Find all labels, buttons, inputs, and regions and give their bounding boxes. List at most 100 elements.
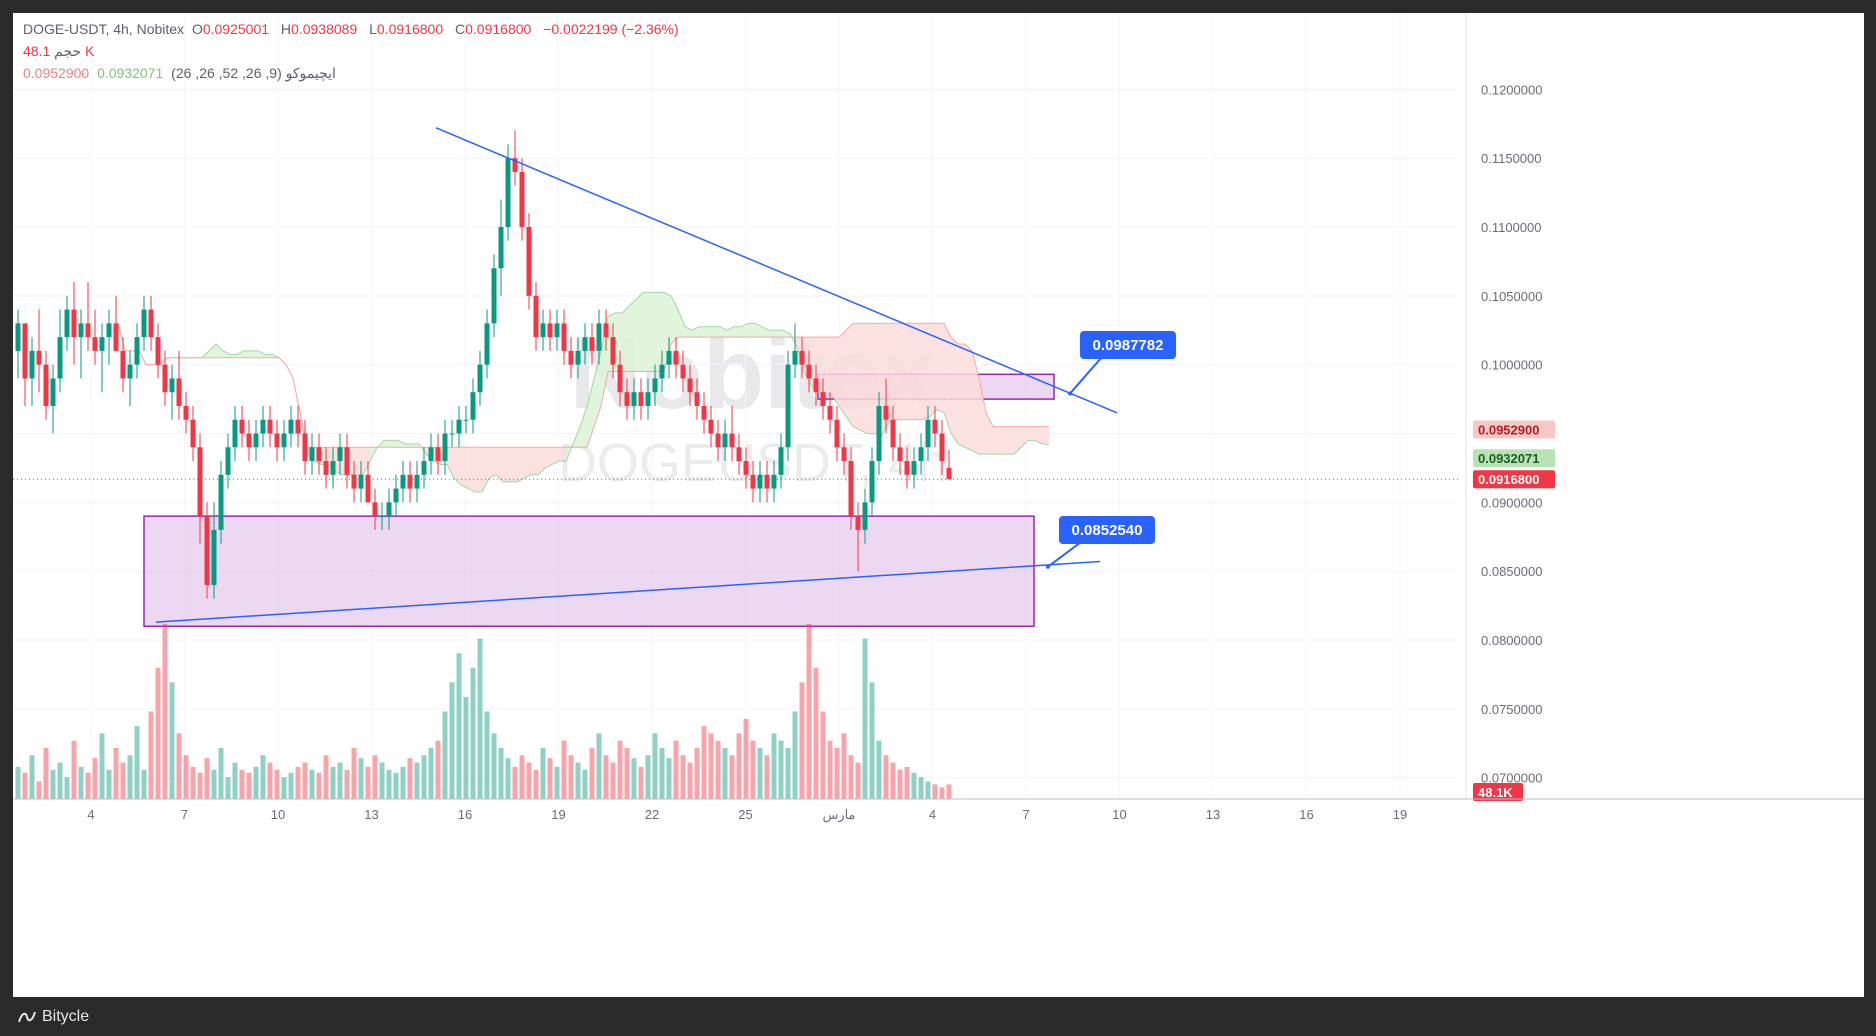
volume-bar — [254, 767, 259, 799]
volume-bar — [387, 770, 392, 799]
candle-body — [212, 530, 217, 585]
price-annotations[interactable]: 0.0987782 0.0852540 — [1046, 331, 1176, 569]
candle-body — [30, 351, 35, 379]
cloud-segment — [1007, 427, 1014, 455]
volume-bar — [478, 639, 483, 799]
volume-bar — [779, 741, 784, 799]
candle-body — [828, 406, 833, 420]
cloud-segment — [1000, 427, 1007, 455]
volume-bar — [23, 773, 28, 799]
legend-ichimoku-label: ایچیموکو (9, 26, 52, 26, 26) — [171, 65, 336, 81]
bitycle-logo-icon — [18, 1010, 36, 1024]
volume-bar — [226, 777, 231, 799]
candle-body — [128, 365, 133, 379]
x-tick-label: 7 — [1022, 807, 1029, 822]
cloud-segment — [650, 292, 657, 371]
volume-bar — [72, 741, 77, 799]
candle-body — [583, 337, 588, 351]
x-axis[interactable]: 4 7 10 13 16 19 22 25 مارس 4 7 10 13 16 19 — [13, 799, 1864, 823]
volume-bar — [331, 767, 336, 799]
volume-bar — [240, 770, 245, 799]
candle-body — [422, 461, 427, 475]
candle-body — [282, 434, 287, 448]
cloud-segment — [860, 323, 867, 433]
candle-body — [569, 351, 574, 365]
candle-body — [86, 323, 91, 337]
cloud-segment — [937, 323, 944, 412]
legend-low: 0.0916800 — [377, 21, 443, 37]
candle-body — [639, 392, 644, 406]
cloud-segment — [629, 299, 636, 371]
y-axis[interactable]: 0.1200000 0.1150000 0.1100000 0.1050000 0.10… — [1473, 82, 1555, 801]
candle-body — [842, 447, 847, 461]
volume-bar — [436, 741, 441, 799]
volume-bar — [100, 733, 105, 799]
candle-body — [926, 420, 931, 448]
candle-body — [912, 461, 917, 475]
candle-body — [219, 475, 224, 530]
volume-bar — [247, 773, 252, 799]
volume-bar — [492, 733, 497, 799]
volume-bar — [562, 741, 567, 799]
volume-bar — [835, 748, 840, 799]
cloud-segment — [559, 447, 566, 461]
candle-body — [667, 351, 672, 365]
cloud-segment — [699, 327, 706, 337]
volume-bar — [933, 784, 938, 799]
cloud-segment — [461, 447, 468, 488]
legend-ichimoku: ایچیموکو (9, 26, 52, 26, 26) 0.0932071 0… — [23, 65, 340, 82]
volume-bar — [86, 773, 91, 799]
candle-body — [590, 337, 595, 351]
candle-body — [44, 365, 49, 406]
volume-bar — [142, 770, 147, 799]
volume-bar — [310, 770, 315, 799]
volume-bar — [499, 748, 504, 799]
cloud-segment — [244, 351, 251, 358]
candle-body — [625, 392, 630, 406]
volume-bar — [163, 624, 168, 799]
volume-bar — [296, 767, 301, 799]
volume-bar — [394, 773, 399, 799]
candle-body — [765, 475, 770, 489]
candle-body — [499, 227, 504, 268]
callout-label: 0.0987782 — [1093, 337, 1164, 354]
volume-bar — [569, 755, 574, 799]
candle-body — [548, 323, 553, 337]
candle-body — [338, 447, 343, 461]
candle-body — [261, 420, 266, 434]
volume-bar — [485, 712, 490, 800]
support-zone — [144, 516, 1034, 626]
legend-h-label: H — [281, 21, 291, 37]
volume-bar — [471, 668, 476, 799]
volume-bar — [940, 787, 945, 799]
brand[interactable]: Bitycle — [18, 1008, 89, 1026]
y-tick-label: 0.1000000 — [1481, 358, 1542, 373]
candle-body — [681, 365, 686, 379]
candle-body — [317, 447, 322, 461]
volume-bar — [884, 755, 889, 799]
volume-bar — [506, 758, 511, 799]
candle-body — [58, 337, 63, 378]
volume-bar — [338, 763, 343, 799]
brand-name: Bitycle — [42, 1008, 89, 1026]
volume-bar — [422, 755, 427, 799]
volume-bar — [303, 763, 308, 799]
volume-bar — [44, 748, 49, 799]
volume-bar — [527, 763, 532, 799]
candle-body — [905, 461, 910, 475]
volume-bar — [345, 770, 350, 799]
candle-body — [562, 323, 567, 351]
candle-body — [870, 461, 875, 502]
cloud-segment — [230, 354, 237, 357]
volume-bar — [856, 763, 861, 799]
cloud-segment — [839, 330, 846, 416]
candle-body — [660, 365, 665, 379]
volume-bar — [814, 668, 819, 799]
price-label-text: 48.1K — [1478, 785, 1513, 800]
legend-symbol: DOGE-USDT, 4h, Nobitex — [23, 21, 184, 37]
volume-bar — [513, 767, 518, 799]
candle-body — [345, 447, 350, 475]
price-chart[interactable]: Nobitex DOGEUSDT, 4h 0.09877820.0852540 … — [13, 13, 1864, 997]
volume-bar — [639, 767, 644, 799]
y-tick-label: 0.1100000 — [1481, 220, 1542, 235]
